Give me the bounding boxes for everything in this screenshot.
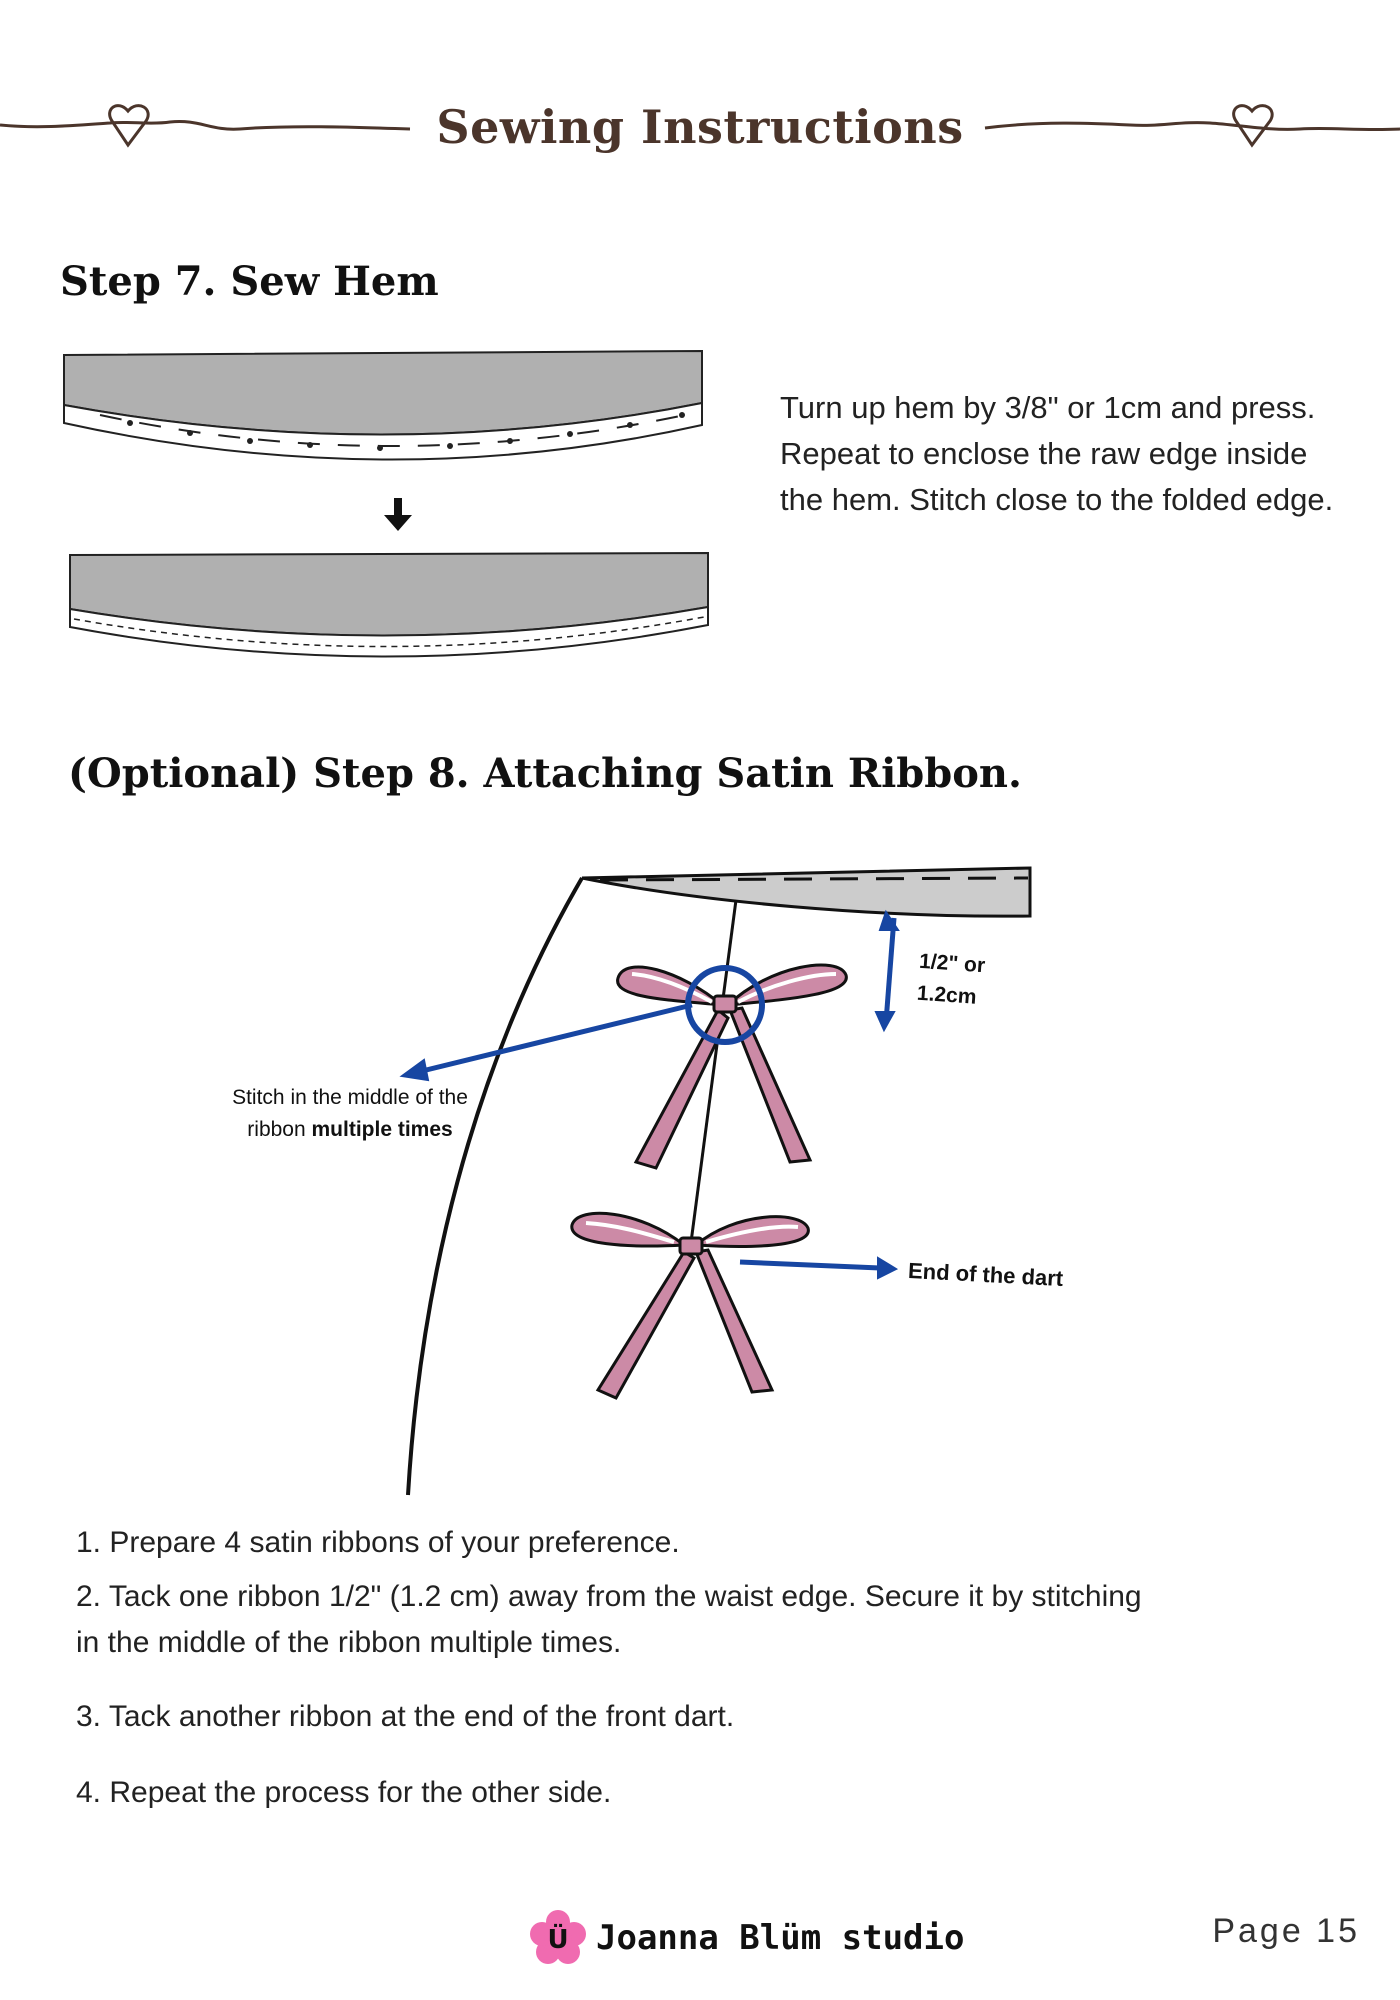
- arrow-stitch: [399, 1002, 693, 1082]
- step8-title: (Optional) Step 8. Attaching Satin Ribbo…: [68, 750, 1022, 797]
- hem-diagram: [63, 349, 709, 658]
- instruction-2: 2. Tack one ribbon 1/2" (1.2 cm) away fr…: [76, 1580, 1142, 1659]
- header-ornament-right: [984, 104, 1400, 148]
- page-title: Sewing Instructions: [436, 100, 964, 154]
- arrow-down-icon: [384, 498, 412, 531]
- flower-logo-icon: Ü: [530, 1910, 586, 1964]
- callout-half-inch: 1/2" or 1.2cm: [916, 946, 986, 1014]
- page-number: Page 15: [1212, 1912, 1360, 1950]
- ribbon-bow-bottom: [570, 1211, 810, 1400]
- ribbon-diagram: [399, 866, 1032, 1496]
- callout-stitch-text: Stitch in the middle of the ribbon: [232, 1086, 468, 1141]
- step7-title: Step 7. Sew Hem: [60, 258, 439, 305]
- instruction-3: 3. Tack another ribbon at the end of the…: [76, 1700, 735, 1733]
- callout-half-line2: 1.2cm: [916, 981, 978, 1009]
- heart-icon: [1232, 104, 1274, 148]
- header-ornament-left: [0, 104, 411, 148]
- arrow-dart: [739, 1256, 899, 1280]
- footer-brand: Ü Joanna Blüm studio: [530, 1908, 964, 1968]
- logo-letter: Ü: [547, 1922, 568, 1955]
- stitch-dots: [127, 412, 685, 451]
- arrow-measure: [874, 909, 900, 1033]
- instruction-1: 1. Prepare 4 satin ribbons of your prefe…: [76, 1526, 680, 1559]
- heart-icon: [108, 104, 150, 148]
- brand-name: Joanna Blüm studio: [596, 1918, 965, 1958]
- callout-stitch: Stitch in the middle of the ribbon multi…: [220, 1082, 480, 1146]
- instruction-4: 4. Repeat the process for the other side…: [76, 1776, 612, 1809]
- callout-half-line1: 1/2" or: [918, 949, 986, 978]
- step7-text: Turn up hem by 3/8" or 1cm and press. Re…: [780, 390, 1334, 517]
- ribbon-bow-top: [616, 963, 848, 1170]
- callout-stitch-bold: multiple times: [311, 1118, 453, 1141]
